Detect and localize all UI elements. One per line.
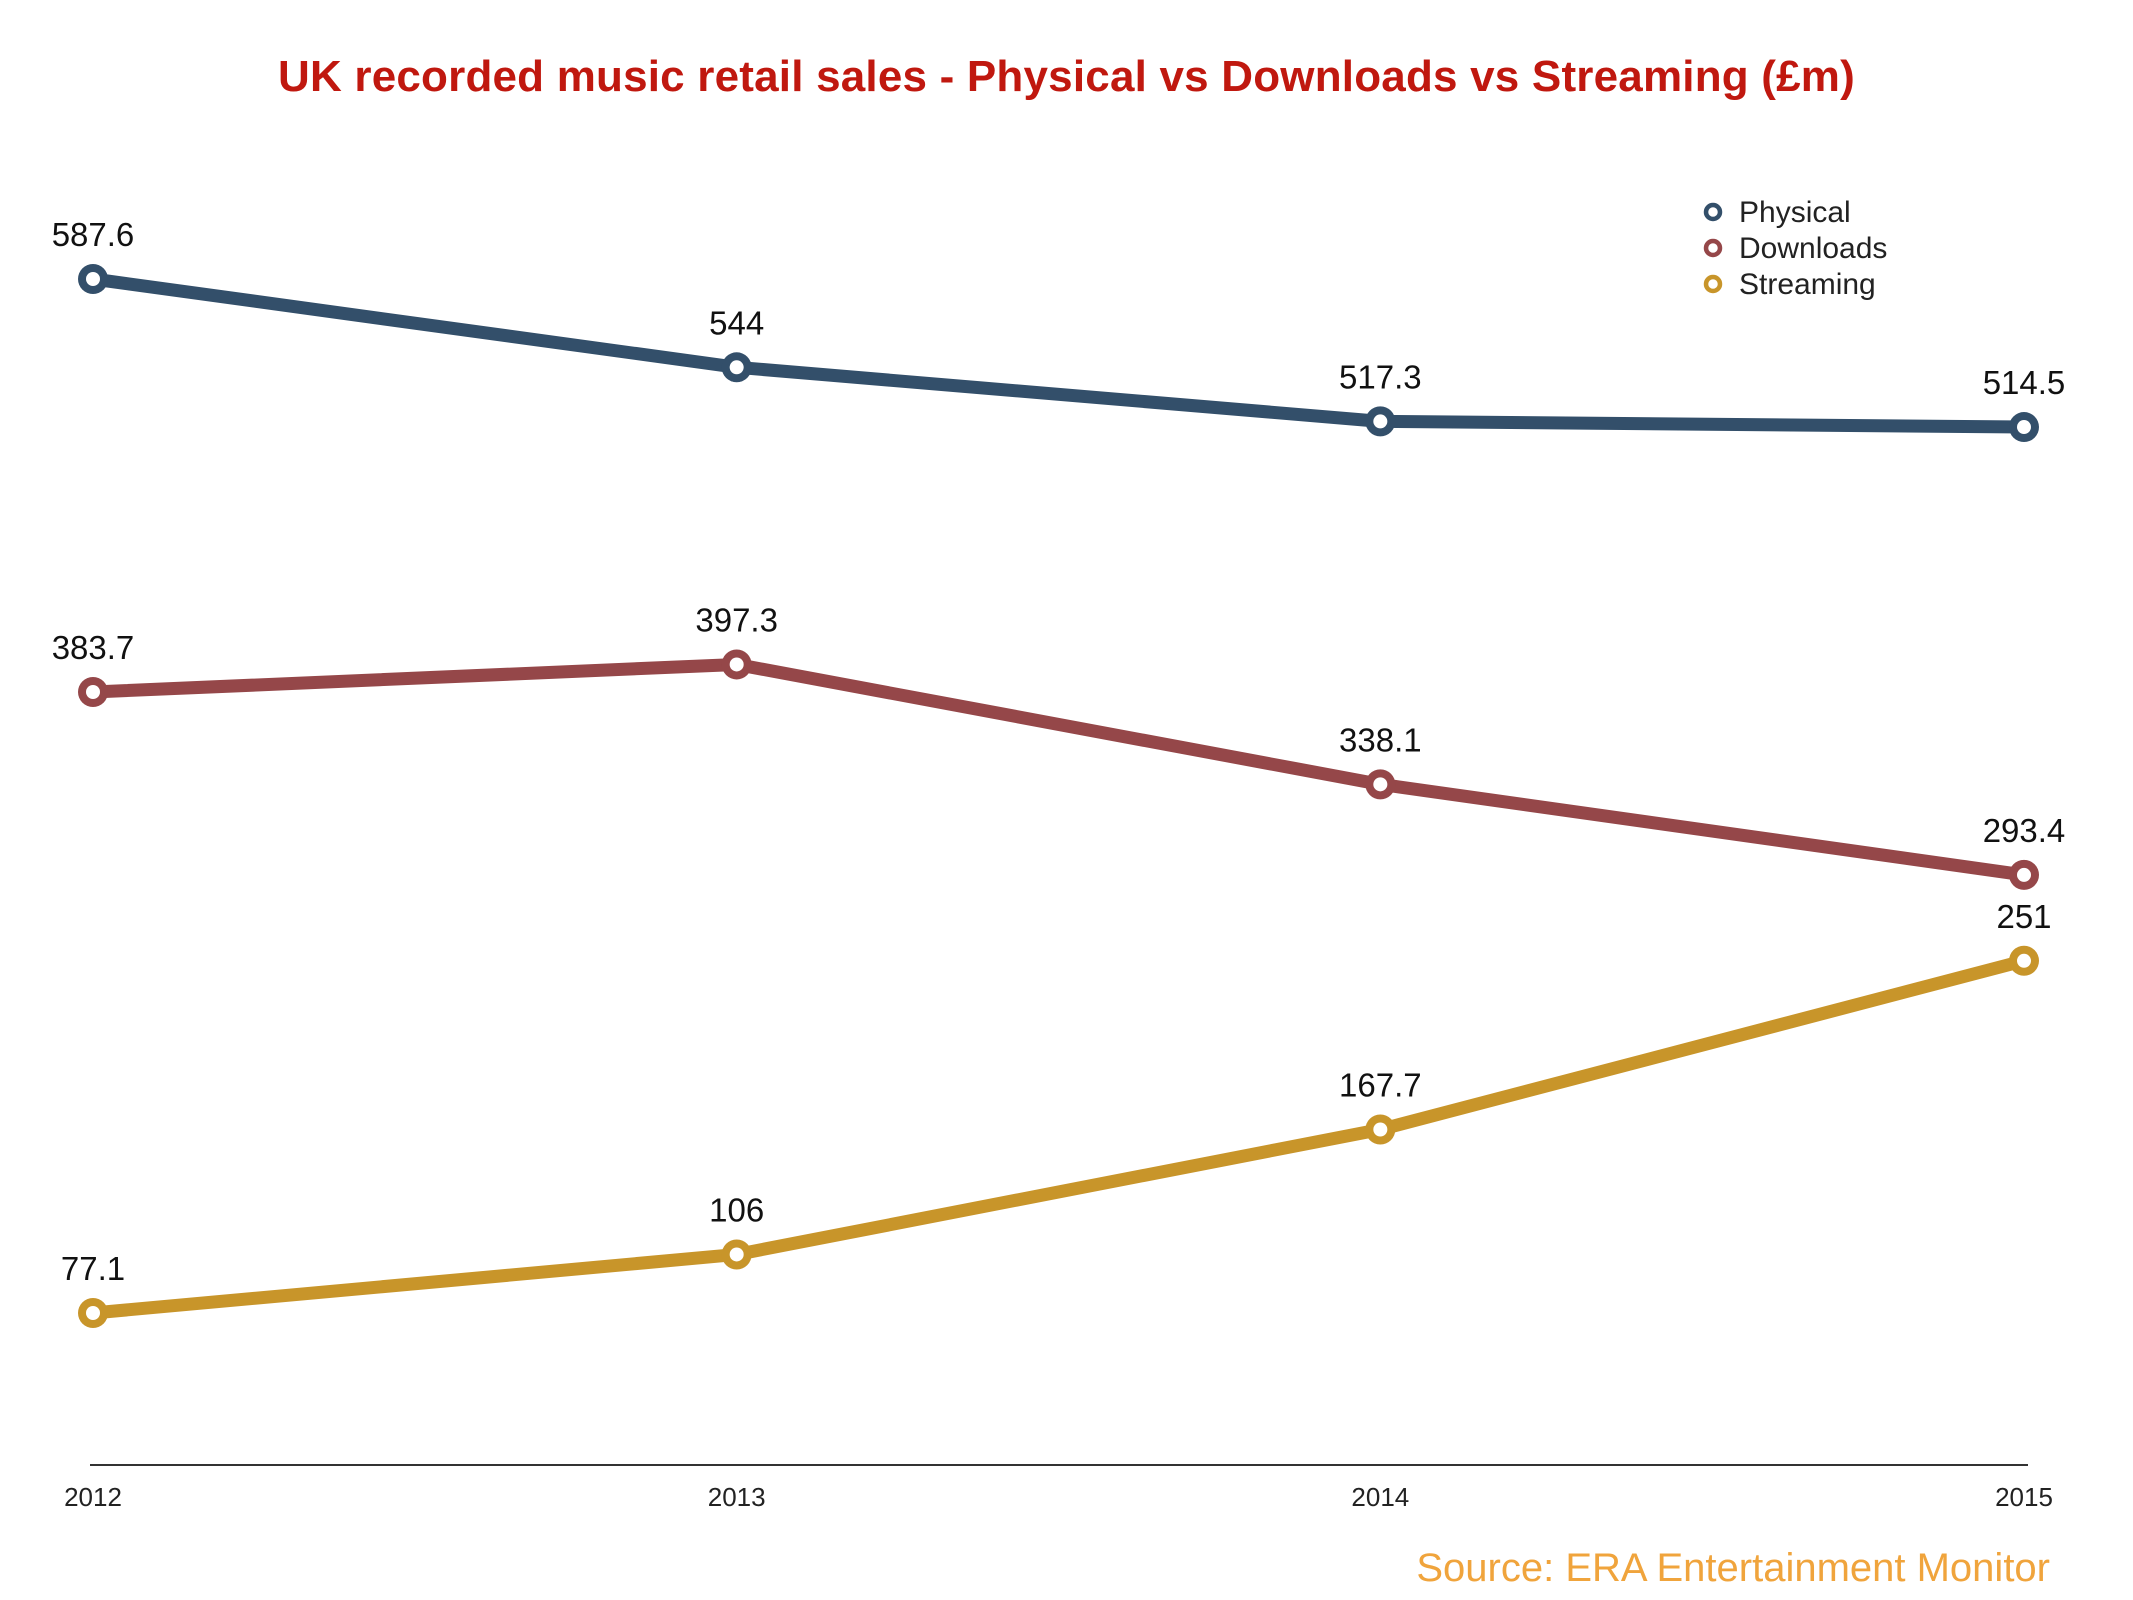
data-point-center-physical-2014 [1373,414,1388,429]
x-tick-label-2013: 2013 [708,1482,766,1512]
data-label-streaming-2015: 251 [1996,898,2051,935]
data-point-center-streaming-2012 [86,1306,100,1320]
data-point-center-downloads-2015 [2017,867,2031,882]
legend-label-streaming: Streaming [1739,268,1876,301]
data-label-downloads-2013: 397.3 [695,601,778,638]
legend-marker-downloads [1703,238,1723,258]
data-point-center-physical-2012 [86,272,100,286]
data-point-center-streaming-2014 [1373,1122,1388,1137]
data-label-streaming-2012: 77.1 [61,1250,125,1287]
data-label-downloads-2015: 293.4 [1983,812,2066,849]
data-point-center-physical-2015 [2017,420,2031,435]
chart-title: UK recorded music retail sales - Physica… [278,52,1855,101]
data-label-downloads-2012: 383.7 [52,629,135,666]
data-point-center-streaming-2015 [2017,953,2031,968]
legend-label-physical: Physical [1739,196,1851,229]
data-label-streaming-2014: 167.7 [1339,1066,1422,1103]
series-line-downloads [86,657,2031,882]
x-tick-label-2012: 2012 [64,1482,122,1512]
data-point-center-downloads-2012 [86,684,100,699]
data-label-physical-2013: 544 [709,304,764,341]
legend-marker-streaming [1703,274,1723,294]
data-label-physical-2014: 517.3 [1339,358,1422,395]
data-label-downloads-2014: 338.1 [1339,721,1422,758]
legend-marker-physical [1703,202,1723,222]
series-line-physical [86,272,2031,434]
data-label-physical-2012: 587.6 [52,216,135,253]
data-label-streaming-2013: 106 [709,1191,764,1228]
source-note: Source: ERA Entertainment Monitor [1416,1546,2050,1590]
x-tick-label-2014: 2014 [1351,1482,1409,1512]
data-point-center-streaming-2013 [729,1247,744,1262]
legend-label-downloads: Downloads [1739,232,1887,265]
data-point-center-physical-2013 [729,360,744,375]
data-point-center-downloads-2013 [729,657,744,672]
series-line-streaming [86,954,2031,1320]
data-point-center-downloads-2014 [1373,777,1388,792]
data-label-physical-2015: 514.5 [1983,364,2066,401]
x-tick-label-2015: 2015 [1995,1482,2053,1512]
